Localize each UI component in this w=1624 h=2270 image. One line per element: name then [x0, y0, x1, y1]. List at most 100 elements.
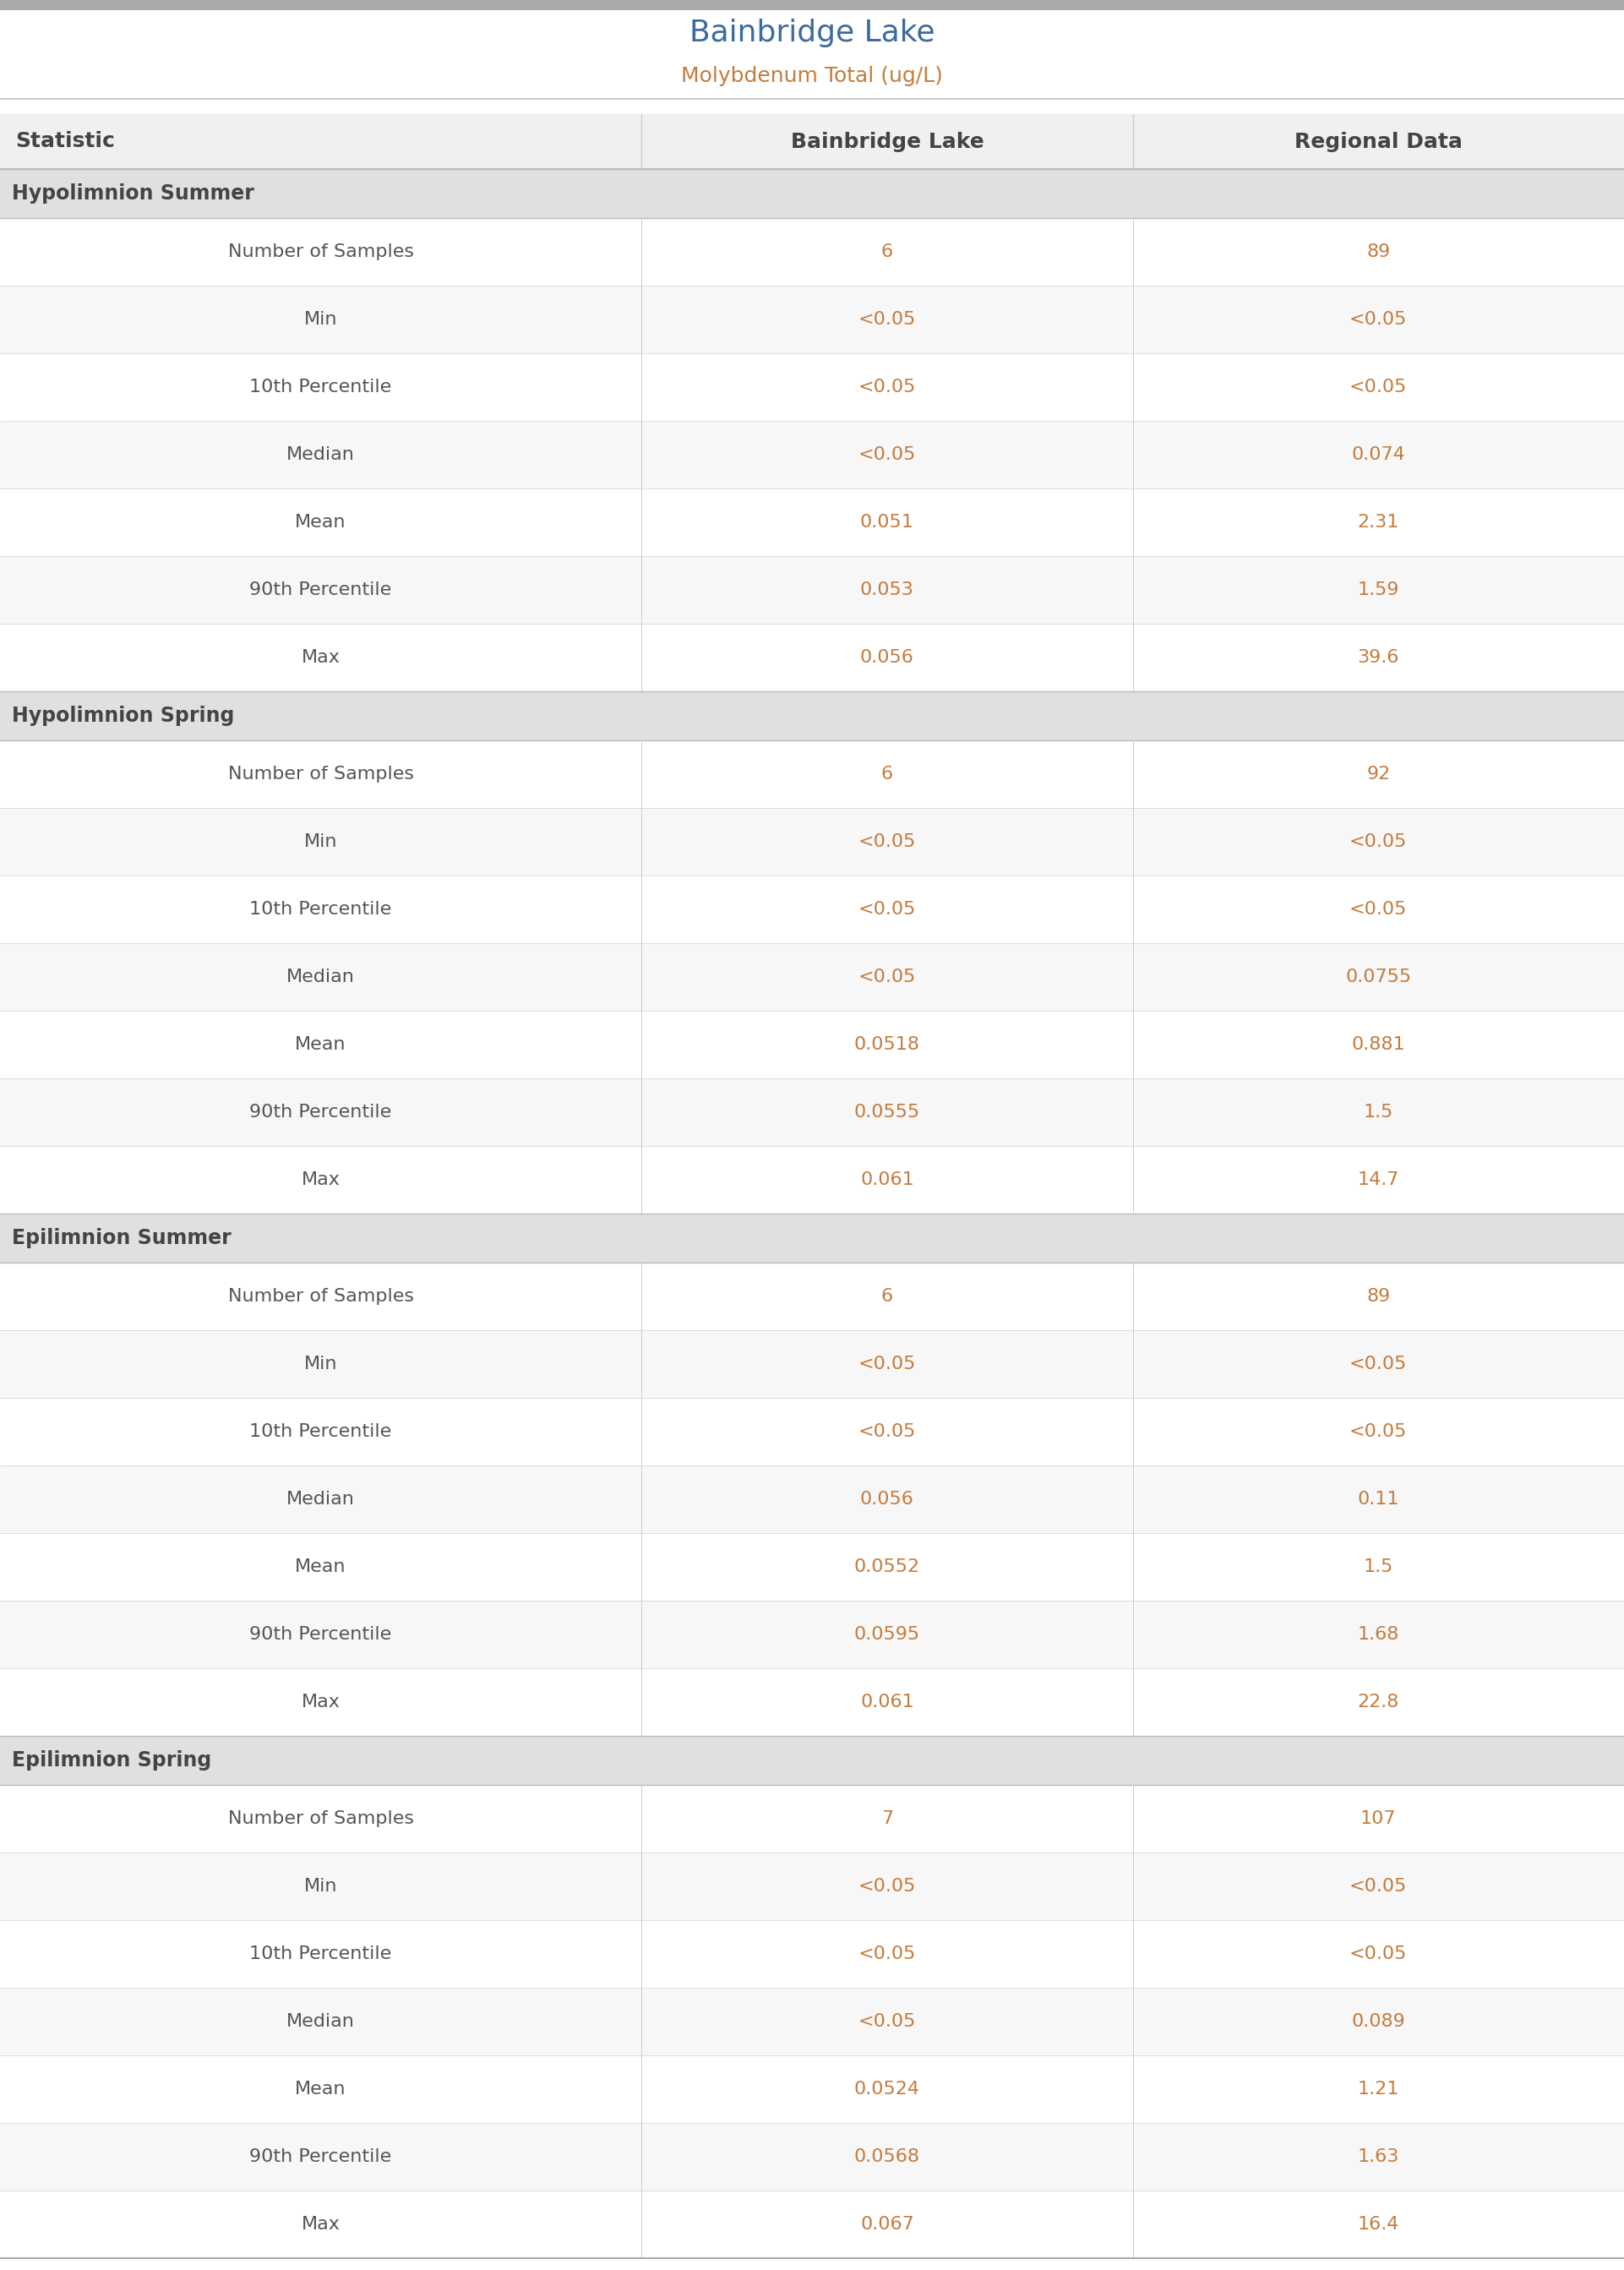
Text: Number of Samples: Number of Samples: [227, 243, 414, 261]
Text: 10th Percentile: 10th Percentile: [250, 1945, 391, 1961]
Text: Epilimnion Spring: Epilimnion Spring: [11, 1750, 211, 1771]
Text: Median: Median: [286, 447, 356, 463]
Text: 90th Percentile: 90th Percentile: [250, 581, 391, 599]
Text: 0.053: 0.053: [861, 581, 914, 599]
Bar: [0, 1010, 1624, 1078]
Text: Max: Max: [302, 1693, 339, 1712]
Text: Max: Max: [302, 649, 339, 665]
Text: 10th Percentile: 10th Percentile: [250, 379, 391, 395]
Text: <0.05: <0.05: [857, 1423, 916, 1439]
Text: Bainbridge Lake: Bainbridge Lake: [791, 132, 984, 152]
Text: <0.05: <0.05: [1350, 1355, 1408, 1373]
Text: 14.7: 14.7: [1358, 1171, 1400, 1187]
Bar: [0, 1989, 1624, 2054]
Text: 0.067: 0.067: [861, 2216, 914, 2234]
Text: 0.089: 0.089: [1351, 2013, 1405, 2029]
Text: 90th Percentile: 90th Percentile: [250, 2147, 391, 2166]
Text: 90th Percentile: 90th Percentile: [250, 1625, 391, 1643]
Bar: [0, 876, 1624, 942]
Text: Mean: Mean: [296, 1559, 346, 1575]
Text: 0.0755: 0.0755: [1345, 969, 1411, 985]
Text: 1.5: 1.5: [1364, 1559, 1393, 1575]
Text: 0.0595: 0.0595: [854, 1625, 921, 1643]
Text: Median: Median: [286, 1491, 356, 1507]
Bar: [0, 1737, 1624, 1784]
Bar: [0, 624, 1624, 692]
Text: <0.05: <0.05: [857, 1945, 916, 1961]
Text: 22.8: 22.8: [1358, 1693, 1400, 1712]
Text: Min: Min: [304, 833, 338, 851]
Text: <0.05: <0.05: [1350, 1945, 1408, 1961]
Text: 0.061: 0.061: [861, 1171, 914, 1187]
Text: Hypolimnion Summer: Hypolimnion Summer: [11, 184, 255, 204]
Text: <0.05: <0.05: [1350, 1423, 1408, 1439]
Text: 0.0524: 0.0524: [854, 2082, 921, 2097]
Text: 16.4: 16.4: [1358, 2216, 1400, 2234]
Bar: [0, 556, 1624, 624]
Bar: [0, 9, 1624, 114]
Bar: [0, 488, 1624, 556]
Text: 10th Percentile: 10th Percentile: [250, 901, 391, 917]
Bar: [0, 354, 1624, 420]
Bar: [0, 1532, 1624, 1600]
Text: 1.5: 1.5: [1364, 1103, 1393, 1121]
Text: <0.05: <0.05: [1350, 901, 1408, 917]
Bar: [0, 1146, 1624, 1214]
Text: 0.0568: 0.0568: [854, 2147, 921, 2166]
Text: 0.0552: 0.0552: [854, 1559, 921, 1575]
Bar: [0, 1078, 1624, 1146]
Text: 39.6: 39.6: [1358, 649, 1400, 665]
Text: <0.05: <0.05: [857, 901, 916, 917]
Text: 6: 6: [882, 765, 893, 783]
Bar: [0, 1466, 1624, 1532]
Bar: [0, 1668, 1624, 1737]
Text: Median: Median: [286, 2013, 356, 2029]
Text: Min: Min: [304, 1877, 338, 1895]
Text: <0.05: <0.05: [1350, 311, 1408, 327]
Text: 0.051: 0.051: [861, 513, 914, 531]
Text: 1.63: 1.63: [1358, 2147, 1400, 2166]
Text: <0.05: <0.05: [1350, 833, 1408, 851]
Text: 0.881: 0.881: [1351, 1035, 1405, 1053]
Text: 0.056: 0.056: [861, 1491, 914, 1507]
Text: 1.68: 1.68: [1358, 1625, 1400, 1643]
Text: <0.05: <0.05: [857, 1877, 916, 1895]
Text: <0.05: <0.05: [857, 833, 916, 851]
Text: 89: 89: [1366, 1287, 1390, 1305]
Text: Bainbridge Lake: Bainbridge Lake: [689, 18, 935, 48]
Text: <0.05: <0.05: [1350, 379, 1408, 395]
Text: 6: 6: [882, 1287, 893, 1305]
Text: Molybdenum Total (ug/L): Molybdenum Total (ug/L): [680, 66, 944, 86]
Bar: [0, 2122, 1624, 2191]
Text: Mean: Mean: [296, 513, 346, 531]
Text: Median: Median: [286, 969, 356, 985]
Bar: [0, 168, 1624, 218]
Bar: [0, 1600, 1624, 1668]
Bar: [0, 2054, 1624, 2122]
Bar: [0, 0, 1624, 9]
Bar: [0, 286, 1624, 354]
Text: 0.0518: 0.0518: [854, 1035, 921, 1053]
Text: Mean: Mean: [296, 1035, 346, 1053]
Text: 2.31: 2.31: [1358, 513, 1400, 531]
Text: Min: Min: [304, 1355, 338, 1373]
Text: 0.056: 0.056: [861, 649, 914, 665]
Bar: [0, 420, 1624, 488]
Bar: [0, 808, 1624, 876]
Text: <0.05: <0.05: [857, 1355, 916, 1373]
Bar: [0, 1784, 1624, 1852]
Text: Number of Samples: Number of Samples: [227, 765, 414, 783]
Bar: [0, 942, 1624, 1010]
Bar: [0, 692, 1624, 740]
Bar: [0, 1920, 1624, 1989]
Text: <0.05: <0.05: [857, 447, 916, 463]
Bar: [0, 1398, 1624, 1466]
Text: 10th Percentile: 10th Percentile: [250, 1423, 391, 1439]
Text: Regional Data: Regional Data: [1294, 132, 1462, 152]
Text: Number of Samples: Number of Samples: [227, 1287, 414, 1305]
Text: 107: 107: [1361, 1809, 1397, 1827]
Text: 0.11: 0.11: [1358, 1491, 1400, 1507]
Text: 1.59: 1.59: [1358, 581, 1400, 599]
Text: Max: Max: [302, 2216, 339, 2234]
Bar: [0, 1852, 1624, 1920]
